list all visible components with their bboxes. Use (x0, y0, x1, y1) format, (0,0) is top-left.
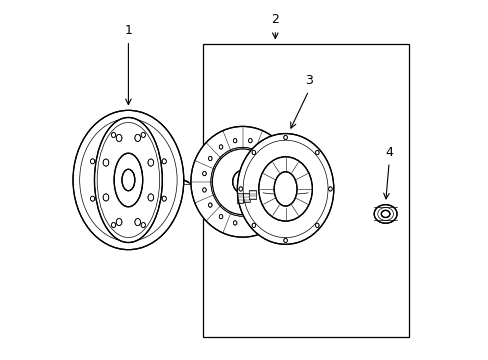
Ellipse shape (208, 203, 212, 207)
Ellipse shape (210, 147, 274, 216)
Bar (243, 193, 249, 202)
Ellipse shape (232, 170, 252, 193)
Ellipse shape (148, 159, 153, 166)
Ellipse shape (219, 145, 223, 149)
Ellipse shape (103, 159, 109, 166)
Ellipse shape (381, 210, 389, 217)
Text: 4: 4 (385, 145, 392, 158)
Ellipse shape (283, 135, 287, 140)
Ellipse shape (328, 187, 331, 191)
Ellipse shape (315, 150, 319, 155)
Ellipse shape (135, 134, 140, 141)
Ellipse shape (219, 215, 223, 219)
Ellipse shape (252, 223, 255, 228)
Ellipse shape (202, 171, 206, 176)
Ellipse shape (239, 187, 242, 191)
Ellipse shape (162, 196, 166, 201)
Ellipse shape (274, 172, 296, 206)
Ellipse shape (116, 219, 122, 226)
Bar (249, 190, 255, 199)
Ellipse shape (122, 169, 135, 191)
Text: 1: 1 (124, 24, 132, 37)
Ellipse shape (114, 153, 142, 207)
Ellipse shape (73, 111, 183, 249)
Ellipse shape (262, 145, 265, 149)
Text: 2: 2 (271, 13, 279, 26)
Ellipse shape (116, 134, 122, 141)
Ellipse shape (94, 117, 162, 243)
Ellipse shape (208, 156, 212, 161)
Ellipse shape (233, 139, 236, 143)
Ellipse shape (141, 222, 145, 228)
Ellipse shape (141, 132, 145, 138)
Ellipse shape (148, 194, 153, 201)
Ellipse shape (162, 159, 166, 164)
Ellipse shape (103, 194, 109, 201)
Ellipse shape (373, 204, 396, 223)
Ellipse shape (190, 126, 294, 237)
Ellipse shape (258, 157, 312, 221)
Ellipse shape (90, 159, 95, 164)
Ellipse shape (252, 150, 255, 155)
Ellipse shape (283, 238, 287, 243)
Ellipse shape (237, 134, 333, 244)
Ellipse shape (315, 223, 319, 228)
Text: 3: 3 (304, 74, 312, 87)
Ellipse shape (202, 188, 206, 192)
Bar (236, 193, 243, 203)
Ellipse shape (111, 132, 116, 138)
Ellipse shape (111, 222, 116, 228)
Ellipse shape (279, 171, 282, 176)
Ellipse shape (90, 196, 95, 201)
Bar (203, 44, 408, 337)
Ellipse shape (273, 156, 276, 161)
Ellipse shape (248, 139, 252, 143)
Ellipse shape (135, 219, 140, 226)
Ellipse shape (233, 221, 236, 225)
